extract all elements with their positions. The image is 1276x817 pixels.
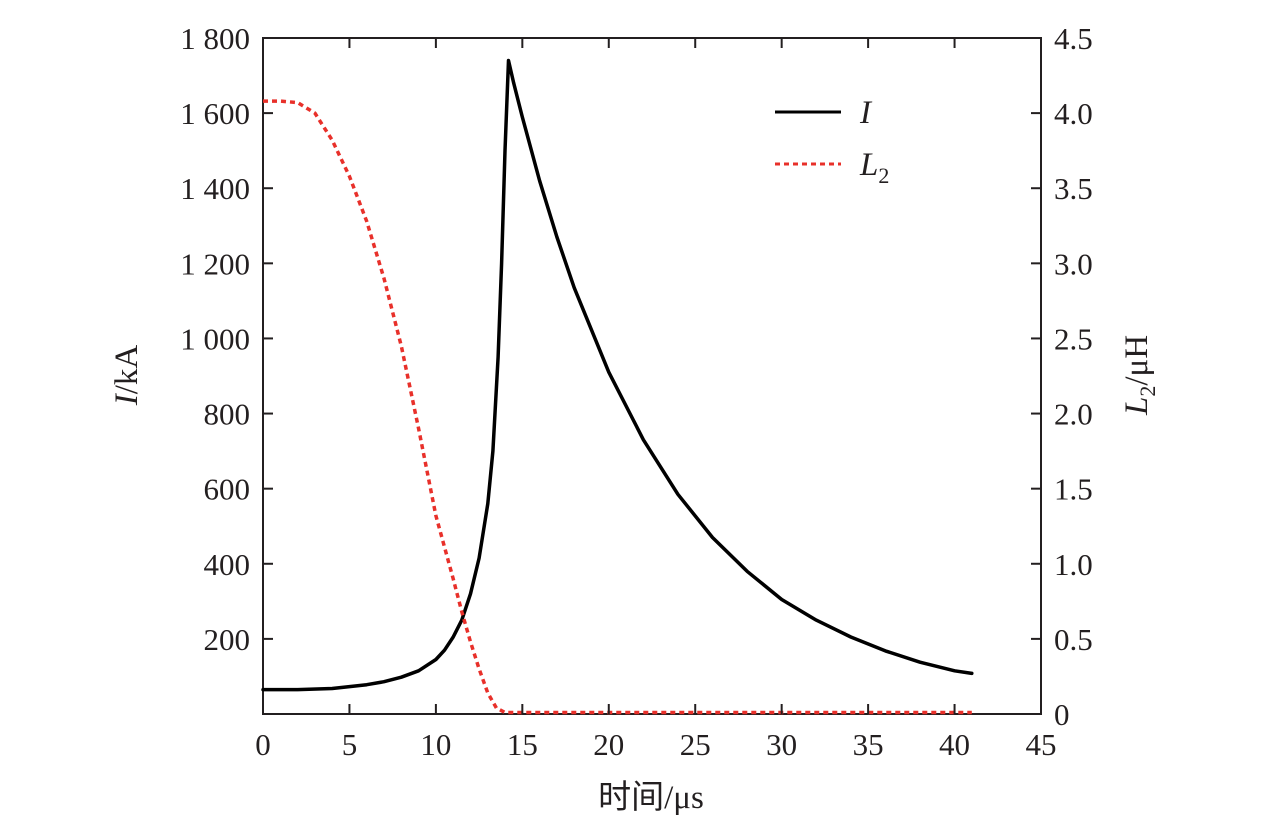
x-tick-label: 5 bbox=[342, 727, 358, 762]
y-left-tick-label: 600 bbox=[204, 472, 251, 507]
x-tick-label: 40 bbox=[939, 727, 970, 762]
x-tick-label: 35 bbox=[853, 727, 884, 762]
legend-label-L2-sub: 2 bbox=[878, 163, 889, 188]
y-right-tick-label: 2.5 bbox=[1054, 321, 1093, 356]
y-left-tick-label: 400 bbox=[204, 547, 251, 582]
y-right-tick-label: 1.0 bbox=[1054, 547, 1093, 582]
series-line-L2 bbox=[263, 99, 972, 715]
x-tick-label: 30 bbox=[766, 727, 797, 762]
y-axis-left-label-unit: /kA bbox=[109, 345, 145, 395]
x-tick-label: 20 bbox=[593, 727, 624, 762]
plot-frame bbox=[262, 37, 1042, 715]
y-left-tick-label: 1 600 bbox=[180, 96, 250, 131]
y-left-tick-label: 1 000 bbox=[180, 321, 250, 356]
x-axis-label: 时间/μs bbox=[598, 780, 704, 816]
y-right-tick-label: 3.5 bbox=[1054, 171, 1093, 206]
x-tick-label: 45 bbox=[1026, 727, 1057, 762]
legend: I L2 bbox=[775, 95, 889, 188]
y-right-tick-label: 3.0 bbox=[1054, 246, 1093, 281]
legend-label-I: I bbox=[859, 95, 873, 131]
series-line-I bbox=[261, 58, 974, 692]
y-axis-left-label-main: I bbox=[109, 392, 145, 406]
y-left-tick-label: 1 800 bbox=[180, 21, 250, 56]
x-tick-label: 15 bbox=[507, 727, 538, 762]
y-axis-left-label: I/kA bbox=[109, 345, 145, 407]
y-axis-right-label-main: L bbox=[1119, 397, 1155, 416]
y-left-tick-label: 200 bbox=[204, 622, 251, 657]
x-tick-label: 10 bbox=[420, 727, 451, 762]
y-right-tick-label: 1.5 bbox=[1054, 472, 1093, 507]
y-left-tick-label: 1 400 bbox=[180, 171, 250, 206]
y-right-tick-label: 2.0 bbox=[1054, 397, 1093, 432]
y-axis-right-label-sub: 2 bbox=[1135, 386, 1160, 397]
y-left-tick-label: 800 bbox=[204, 397, 251, 432]
y-right-tick-label: 4.0 bbox=[1054, 96, 1093, 131]
x-tick-label: 0 bbox=[255, 727, 271, 762]
y-axis-right-label-unit: /μH bbox=[1119, 335, 1155, 386]
x-tick-label: 25 bbox=[680, 727, 711, 762]
y-right-tick-label: 0 bbox=[1054, 697, 1070, 732]
legend-label-L2: L2 bbox=[859, 147, 889, 188]
legend-label-L2-main: L bbox=[859, 147, 878, 183]
y-axis-right-label: L2/μH bbox=[1119, 335, 1160, 416]
y-left-tick-label: 1 200 bbox=[180, 246, 250, 281]
y-right-tick-label: 4.5 bbox=[1054, 21, 1093, 56]
y-right-tick-label: 0.5 bbox=[1054, 622, 1093, 657]
plot-border bbox=[262, 37, 1042, 715]
